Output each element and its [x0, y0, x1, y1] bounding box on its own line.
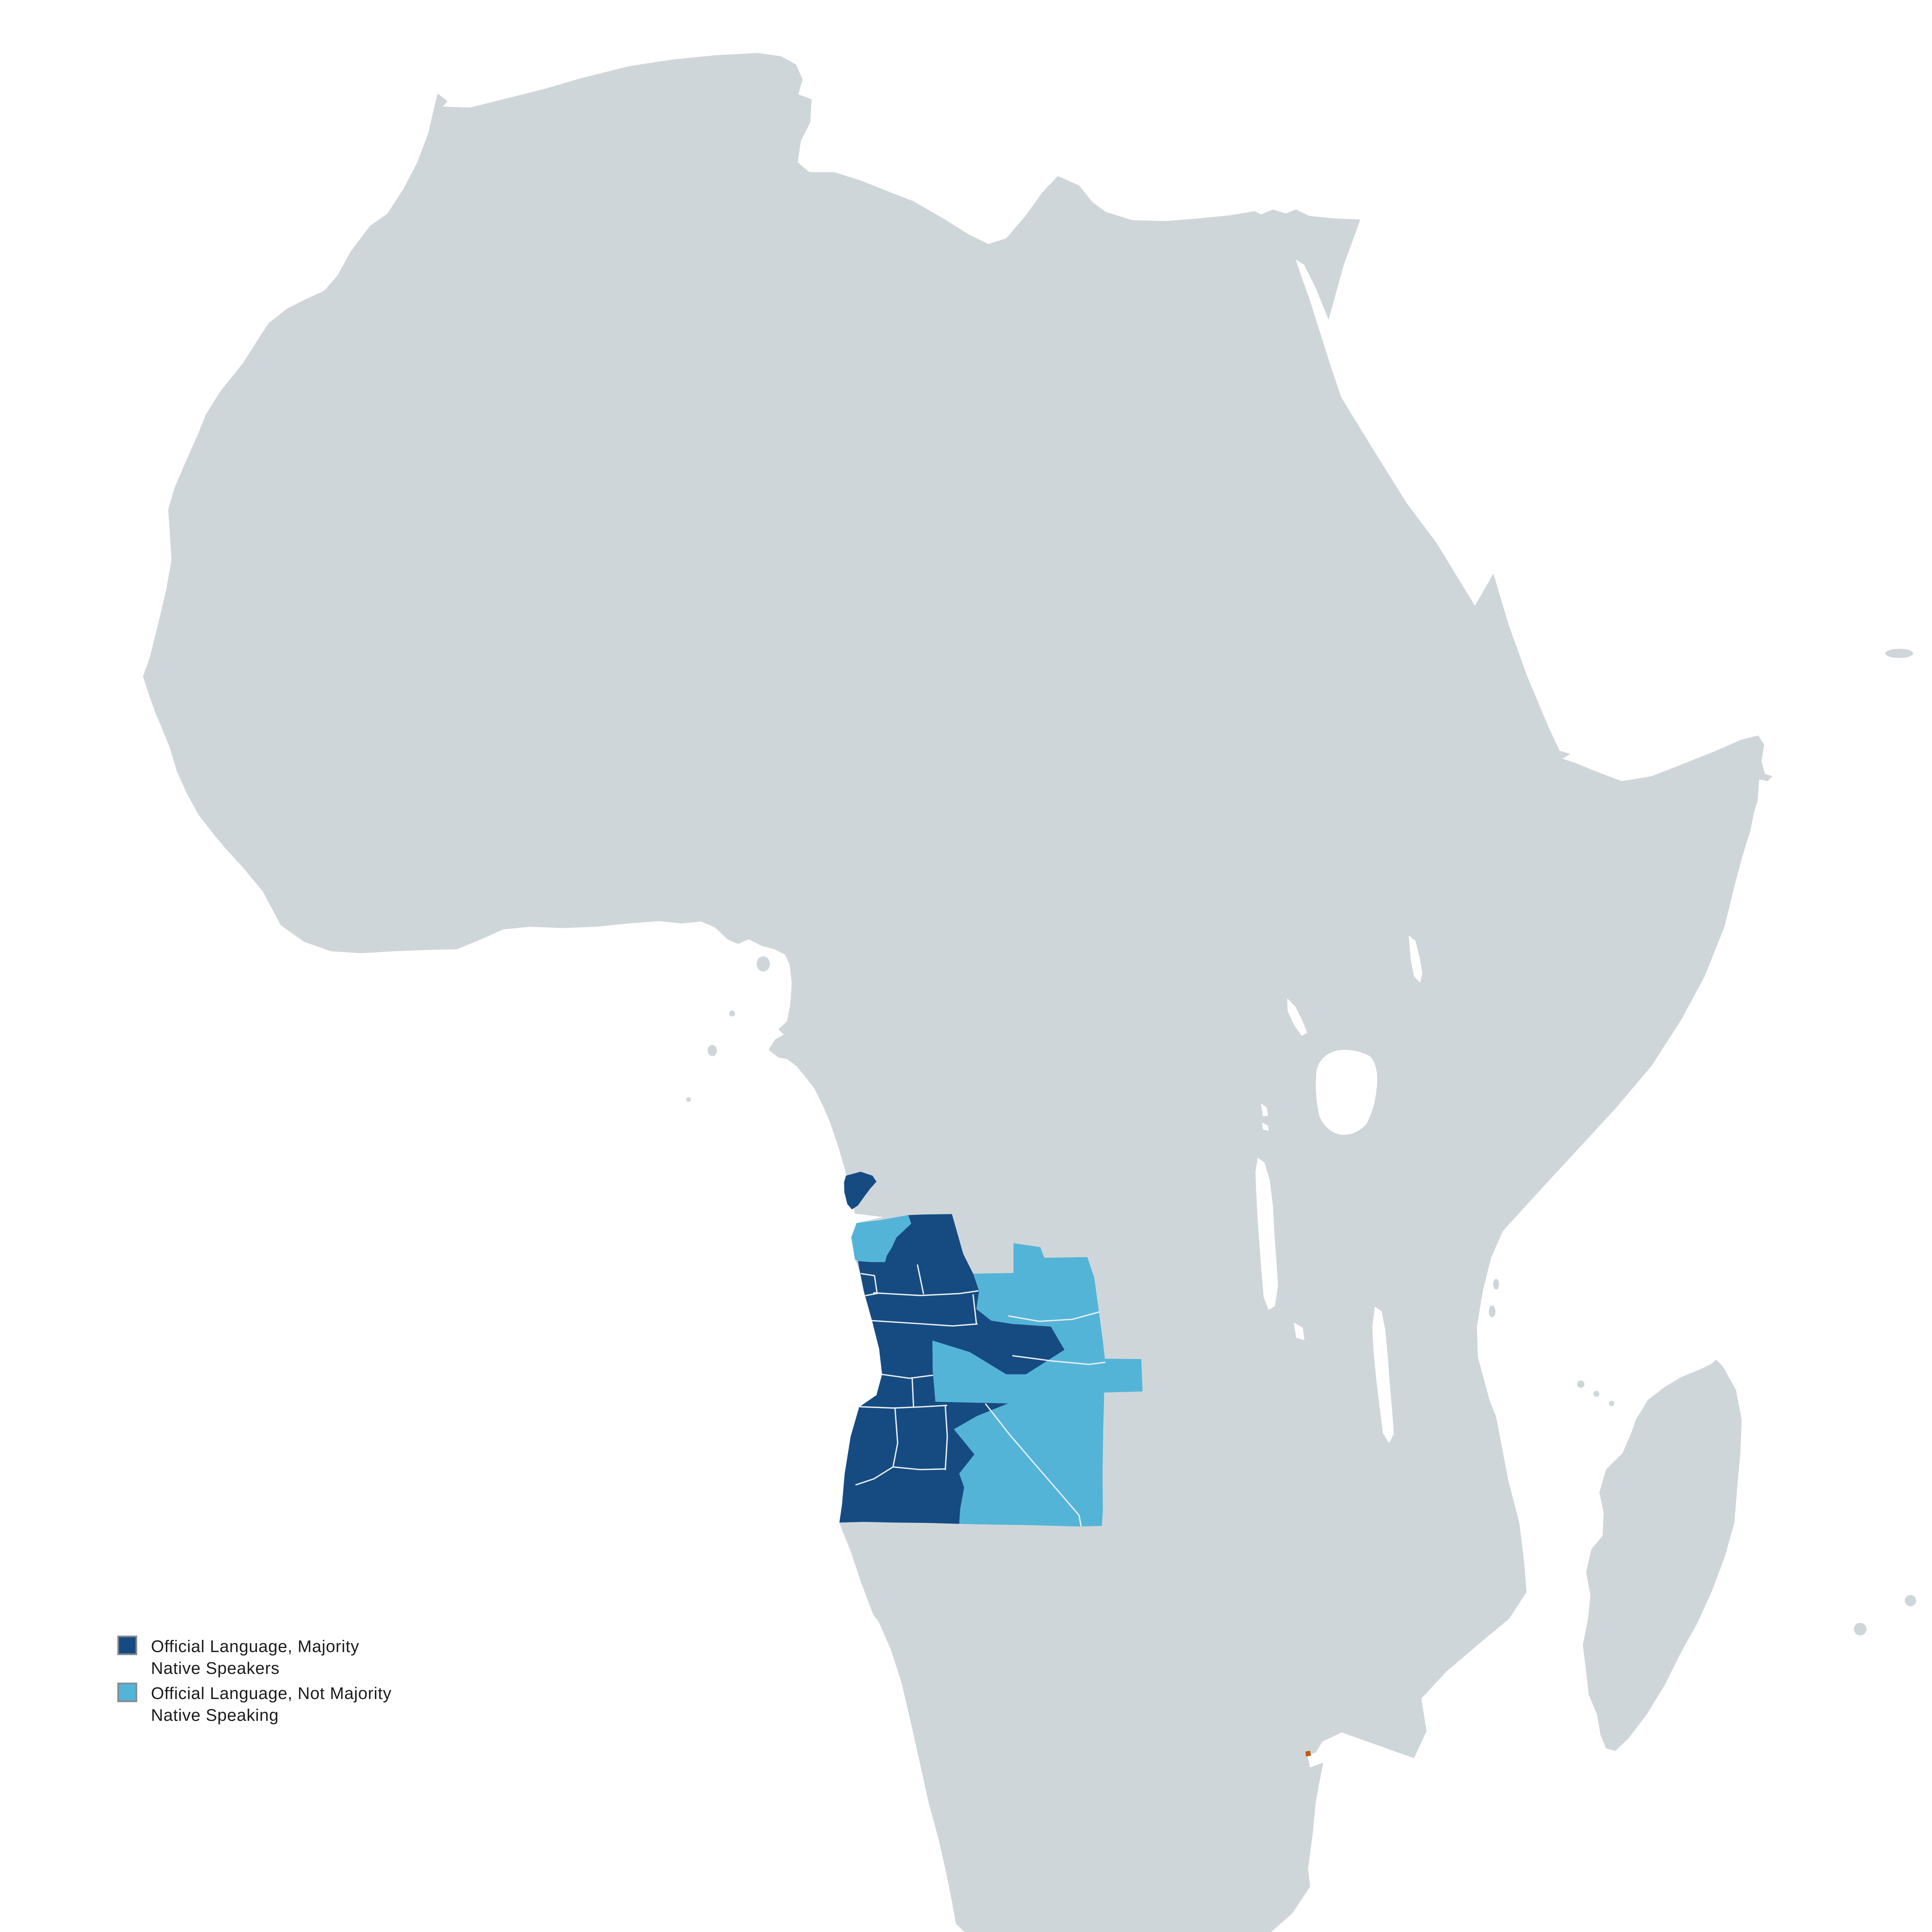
- border-cuanza-sul-south: [880, 1373, 933, 1379]
- principe-island: [729, 1010, 735, 1017]
- pemba-island: [1493, 1279, 1499, 1290]
- border-bengo-east: [917, 1264, 924, 1294]
- border-luanda: [861, 1273, 878, 1296]
- zaire-province: [851, 1215, 912, 1262]
- socotra-island: [1885, 648, 1913, 658]
- bioko-island: [757, 956, 770, 972]
- madagascar-island: [1583, 1359, 1742, 1751]
- africa-continent: [143, 53, 1773, 1932]
- border-lunda-sul-moxico: [1012, 1355, 1106, 1365]
- border-lunda-norte-sul: [1008, 1311, 1100, 1322]
- border-cunene-north: [892, 1466, 946, 1471]
- lake-kivu: [1262, 1122, 1269, 1131]
- lake-tanganyika: [1255, 1158, 1278, 1310]
- cabinda-exclave: [844, 1172, 877, 1210]
- dahlak-island-2: [1495, 636, 1500, 640]
- lake-mweru: [1294, 1322, 1304, 1340]
- border-benguela-huambo: [912, 1378, 914, 1408]
- sao-tome-island: [707, 1045, 717, 1056]
- reunion-island: [1854, 1622, 1867, 1636]
- legend-label-not-majority-line1: Official Language, Not Majority: [151, 1684, 392, 1703]
- annobon-island: [686, 1097, 691, 1102]
- mauritius-island: [1905, 1595, 1916, 1607]
- dahlak-island-1: [1487, 626, 1492, 631]
- legend-label-not-majority-line2: Native Speaking: [151, 1706, 279, 1725]
- province-borders: [855, 1264, 1106, 1527]
- lake-malawi: [1372, 1306, 1394, 1443]
- lake-edward: [1260, 1103, 1268, 1117]
- legend-label-majority-line1: Official Language, Majority: [151, 1637, 359, 1656]
- border-huila-north: [859, 1405, 947, 1409]
- legend: Official Language, Majority Native Speak…: [117, 1635, 392, 1725]
- map-artifact-orange: [1305, 1750, 1311, 1757]
- lake-victoria: [1316, 1050, 1378, 1135]
- legend-swatch-not-majority: [117, 1682, 138, 1702]
- border-namibe-huila: [892, 1407, 898, 1468]
- legend-label-majority-line2: Native Speakers: [151, 1659, 280, 1678]
- border-cuanza-sul-north: [872, 1320, 978, 1327]
- zanzibar-island: [1489, 1305, 1496, 1318]
- comoros-island-3: [1609, 1401, 1614, 1406]
- angola-majority-region: [839, 1172, 1065, 1524]
- border-uige-south: [873, 1290, 979, 1296]
- congo-river-mouth: [847, 1213, 883, 1225]
- comoros-island-1: [1577, 1380, 1585, 1388]
- lakes: [1255, 935, 1422, 1443]
- border-huila-cunene: [944, 1405, 948, 1471]
- border-cuanza-norte-malanje: [972, 1294, 977, 1325]
- angola-western-region: [839, 1214, 1065, 1524]
- lake-albert: [1287, 998, 1307, 1036]
- lake-turkana: [1408, 935, 1422, 983]
- border-namibe-south: [855, 1466, 894, 1486]
- border-moxico-cuando-cubango: [985, 1403, 1082, 1527]
- legend-swatch-majority: [117, 1635, 138, 1655]
- comoros-island-2: [1593, 1391, 1600, 1397]
